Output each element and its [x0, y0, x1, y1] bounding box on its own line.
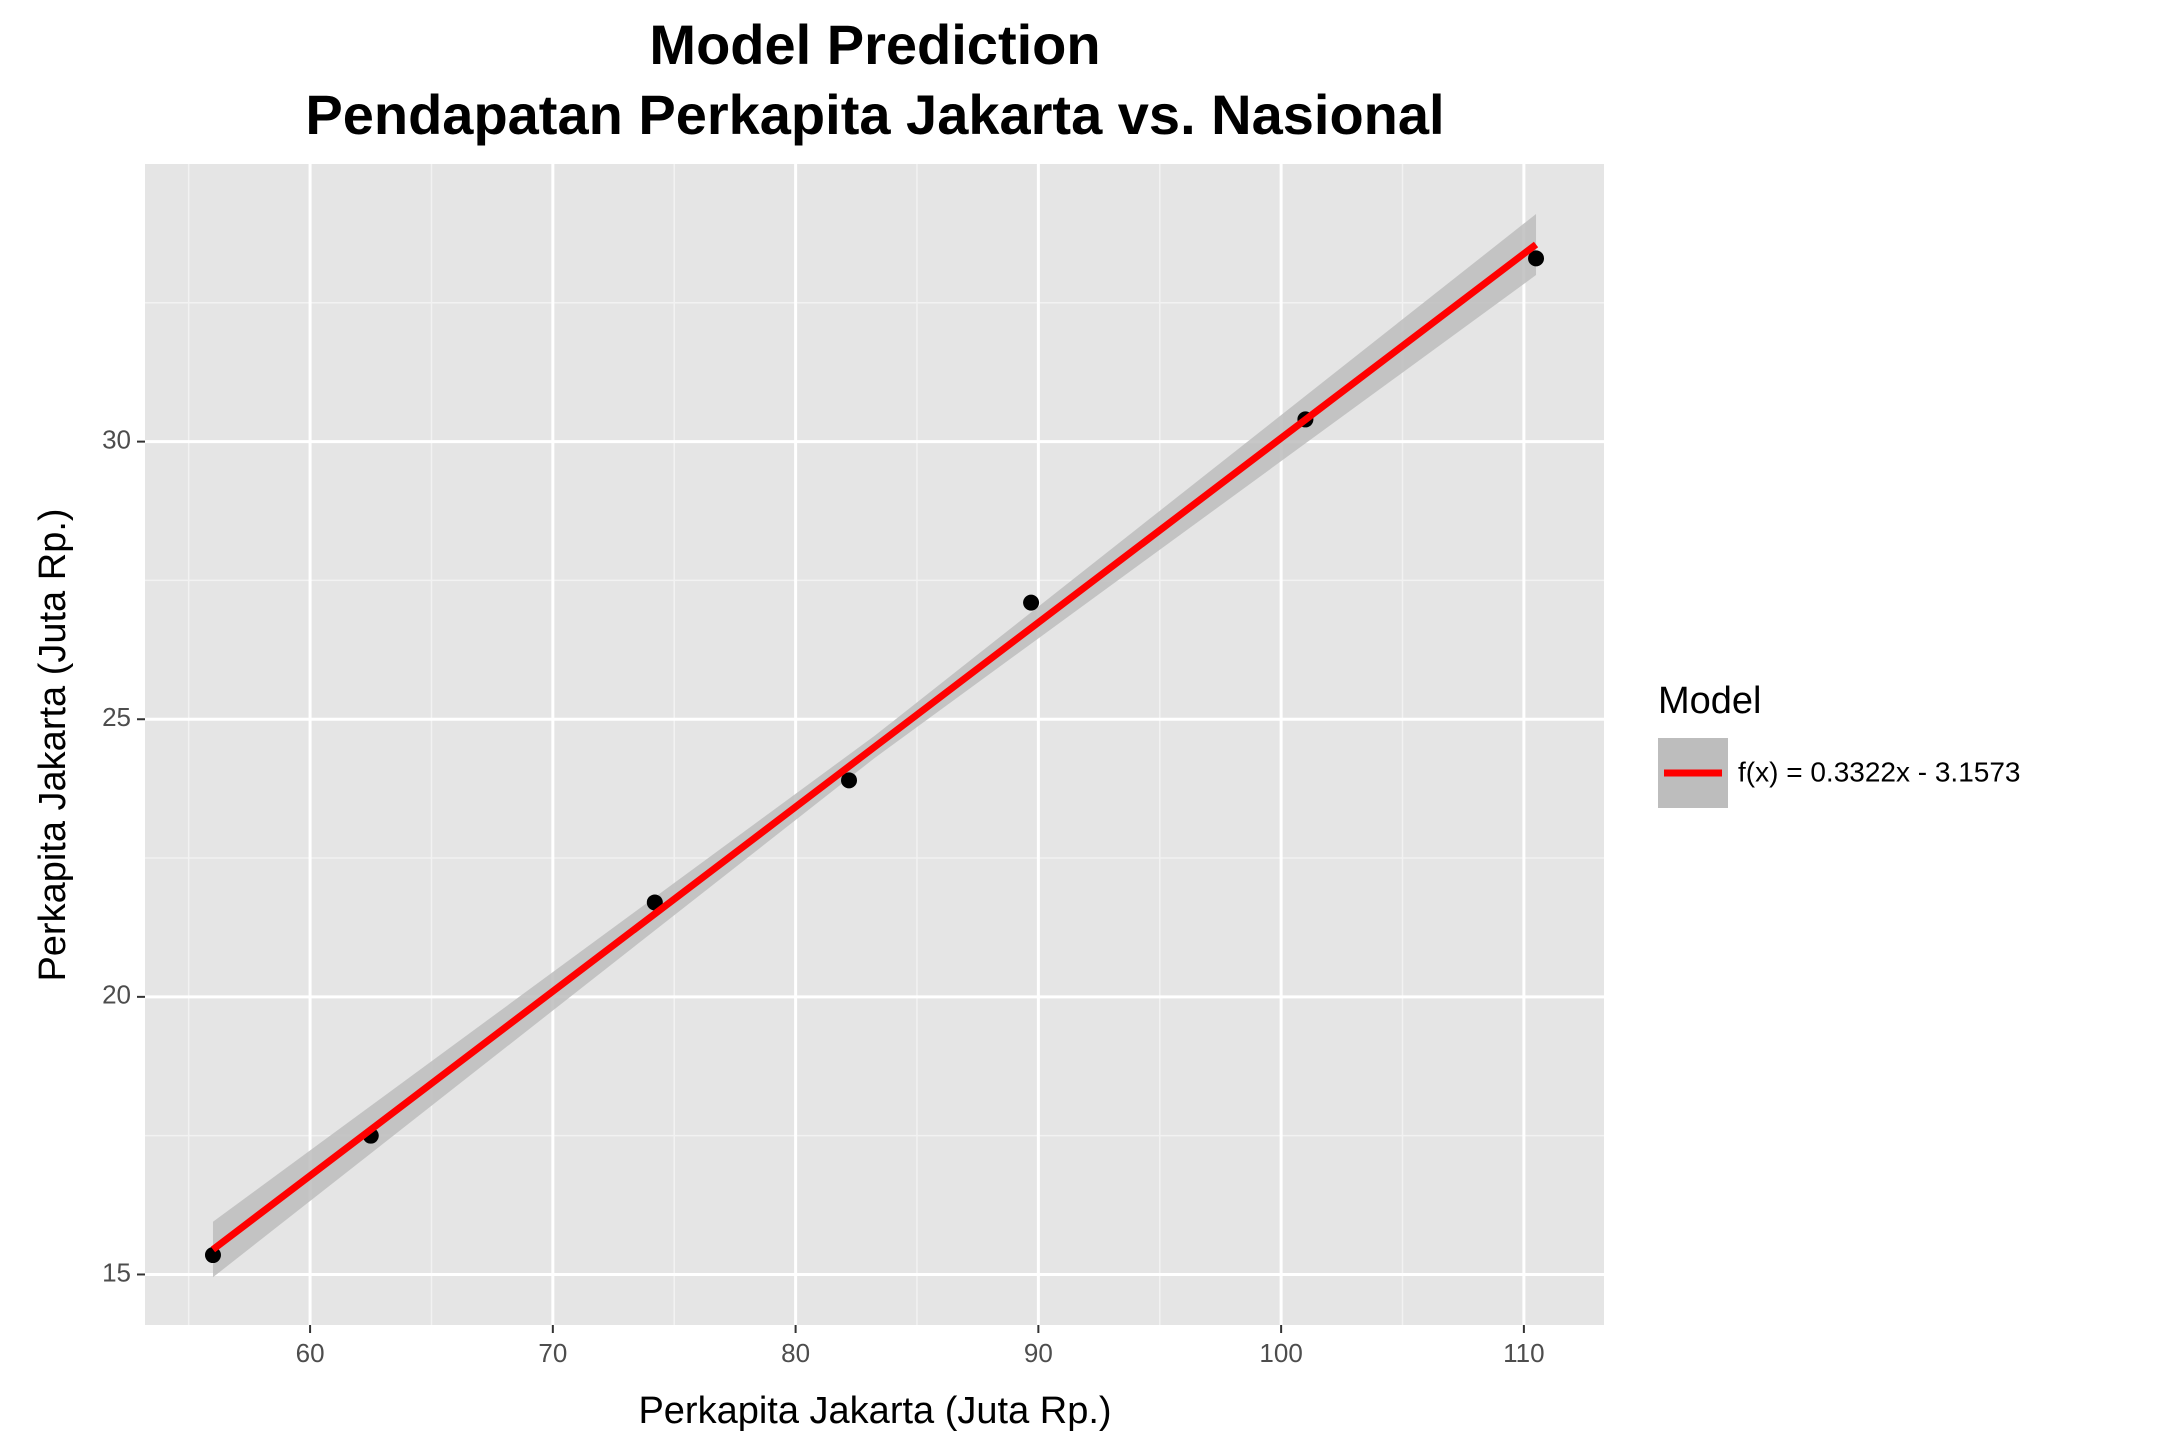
x-axis-title: Perkapita Jakarta (Juta Rp.)	[638, 1390, 1111, 1432]
y-tick-label: 25	[102, 702, 131, 732]
data-point	[841, 772, 858, 789]
chart-title: Model Prediction	[649, 13, 1100, 76]
fit-line	[210, 241, 1539, 1253]
y-tick-label: 30	[102, 424, 131, 454]
data-point	[1023, 594, 1040, 611]
x-tick-label: 110	[1503, 1338, 1544, 1368]
x-tick-label: 60	[296, 1338, 325, 1368]
legend-label: f(x) = 0.3322x - 3.1573	[1738, 756, 2021, 787]
y-axis-title: Perkapita Jakarta (Juta Rp.)	[32, 508, 74, 981]
chart-subtitle: Pendapatan Perkapita Jakarta vs. Nasiona…	[305, 83, 1444, 146]
y-tick-label: 15	[102, 1257, 131, 1287]
x-tick-label: 80	[781, 1338, 810, 1368]
data-point	[204, 1247, 221, 1264]
legend-title: Model	[1658, 680, 1762, 722]
data-point	[1528, 250, 1545, 267]
x-tick-label: 70	[538, 1338, 567, 1368]
y-tick-label: 20	[102, 980, 131, 1010]
x-tick-label: 90	[1024, 1338, 1053, 1368]
x-tick-label: 100	[1259, 1338, 1302, 1368]
